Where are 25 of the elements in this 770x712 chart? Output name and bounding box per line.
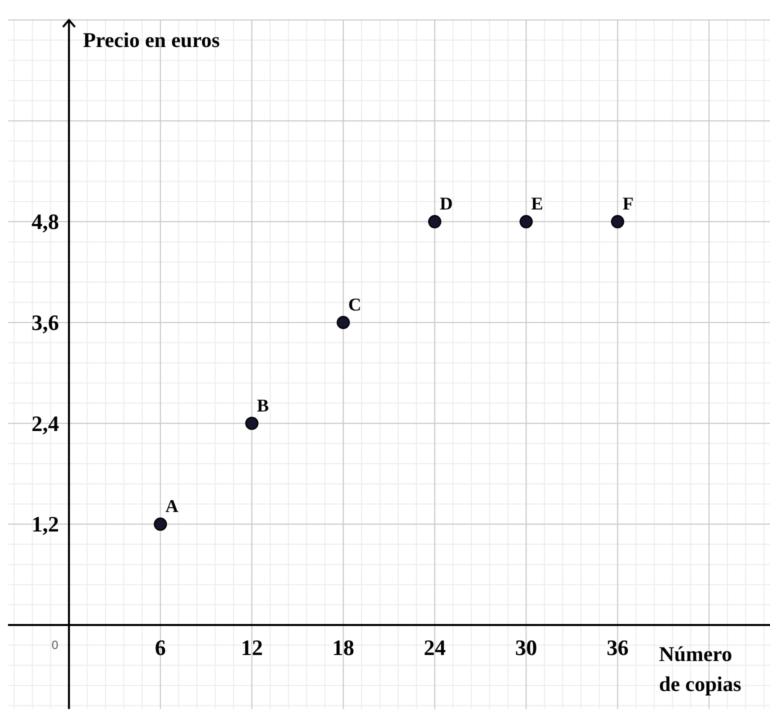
point	[611, 215, 624, 228]
annotation: F	[622, 194, 634, 214]
y-tick-label: 4,8	[31, 209, 59, 234]
y-tick-label: 3,6	[31, 310, 59, 335]
y-tick-label: 2,4	[31, 410, 59, 436]
y-tick-label: 1,2	[31, 512, 59, 537]
point	[245, 416, 258, 430]
annotation: 0	[52, 638, 59, 652]
annotation: E	[531, 194, 544, 214]
point	[154, 518, 167, 531]
annotation: D	[440, 194, 453, 214]
point	[520, 215, 533, 228]
point	[336, 316, 350, 330]
x-tick-label: 36	[606, 634, 629, 660]
annotation: B	[256, 395, 269, 416]
x-tick-label: 30	[515, 634, 538, 660]
x-tick-label: 24	[424, 634, 446, 660]
annotation: A	[165, 496, 178, 516]
x-tick-label: 6	[154, 634, 166, 660]
y-axis-title: Precio en euros	[82, 28, 220, 52]
x-tick-label: 12	[240, 634, 263, 660]
x-axis-title: Número de copias	[659, 642, 742, 696]
point	[428, 215, 442, 228]
x-tick-label: 18	[332, 634, 354, 660]
annotation: C	[348, 294, 362, 314]
